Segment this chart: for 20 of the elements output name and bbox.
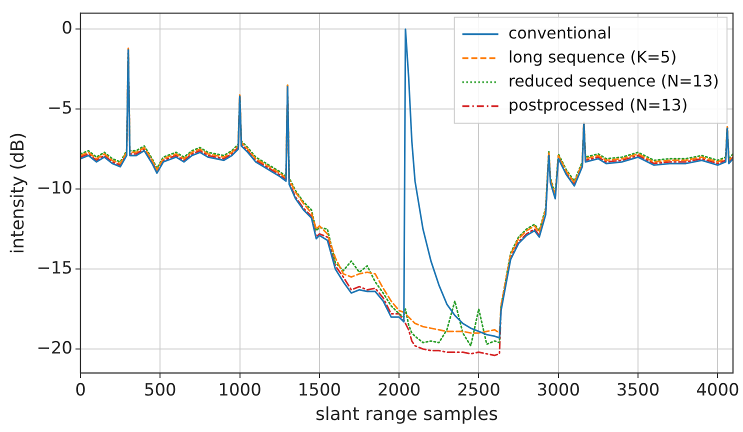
x-tick-label: 4000 [696, 380, 740, 401]
x-tick-label: 500 [144, 380, 176, 401]
x-axis-title: slant range samples [315, 404, 498, 425]
x-tick-label: 1000 [218, 380, 262, 401]
x-tick-label: 0 [75, 380, 86, 401]
y-tick-label: −20 [36, 338, 72, 358]
x-tick-label: 1500 [298, 380, 342, 401]
legend-label: reduced sequence (N=13) [508, 71, 719, 90]
x-tick-label: 3500 [616, 380, 660, 401]
x-tick-label: 2500 [457, 380, 500, 401]
legend-label: conventional [508, 23, 612, 42]
y-tick-label: −5 [47, 98, 72, 119]
y-tick-label: 0 [62, 18, 72, 39]
x-tick-label: 3000 [536, 380, 580, 401]
legend-label: long sequence (K=5) [508, 47, 677, 66]
x-tick-label: 2000 [377, 380, 421, 401]
y-axis-title: intensity (dB) [7, 132, 28, 254]
y-tick-label: −15 [36, 258, 72, 278]
legend-label: postprocessed (N=13) [508, 95, 688, 114]
y-tick-label: −10 [36, 178, 72, 199]
